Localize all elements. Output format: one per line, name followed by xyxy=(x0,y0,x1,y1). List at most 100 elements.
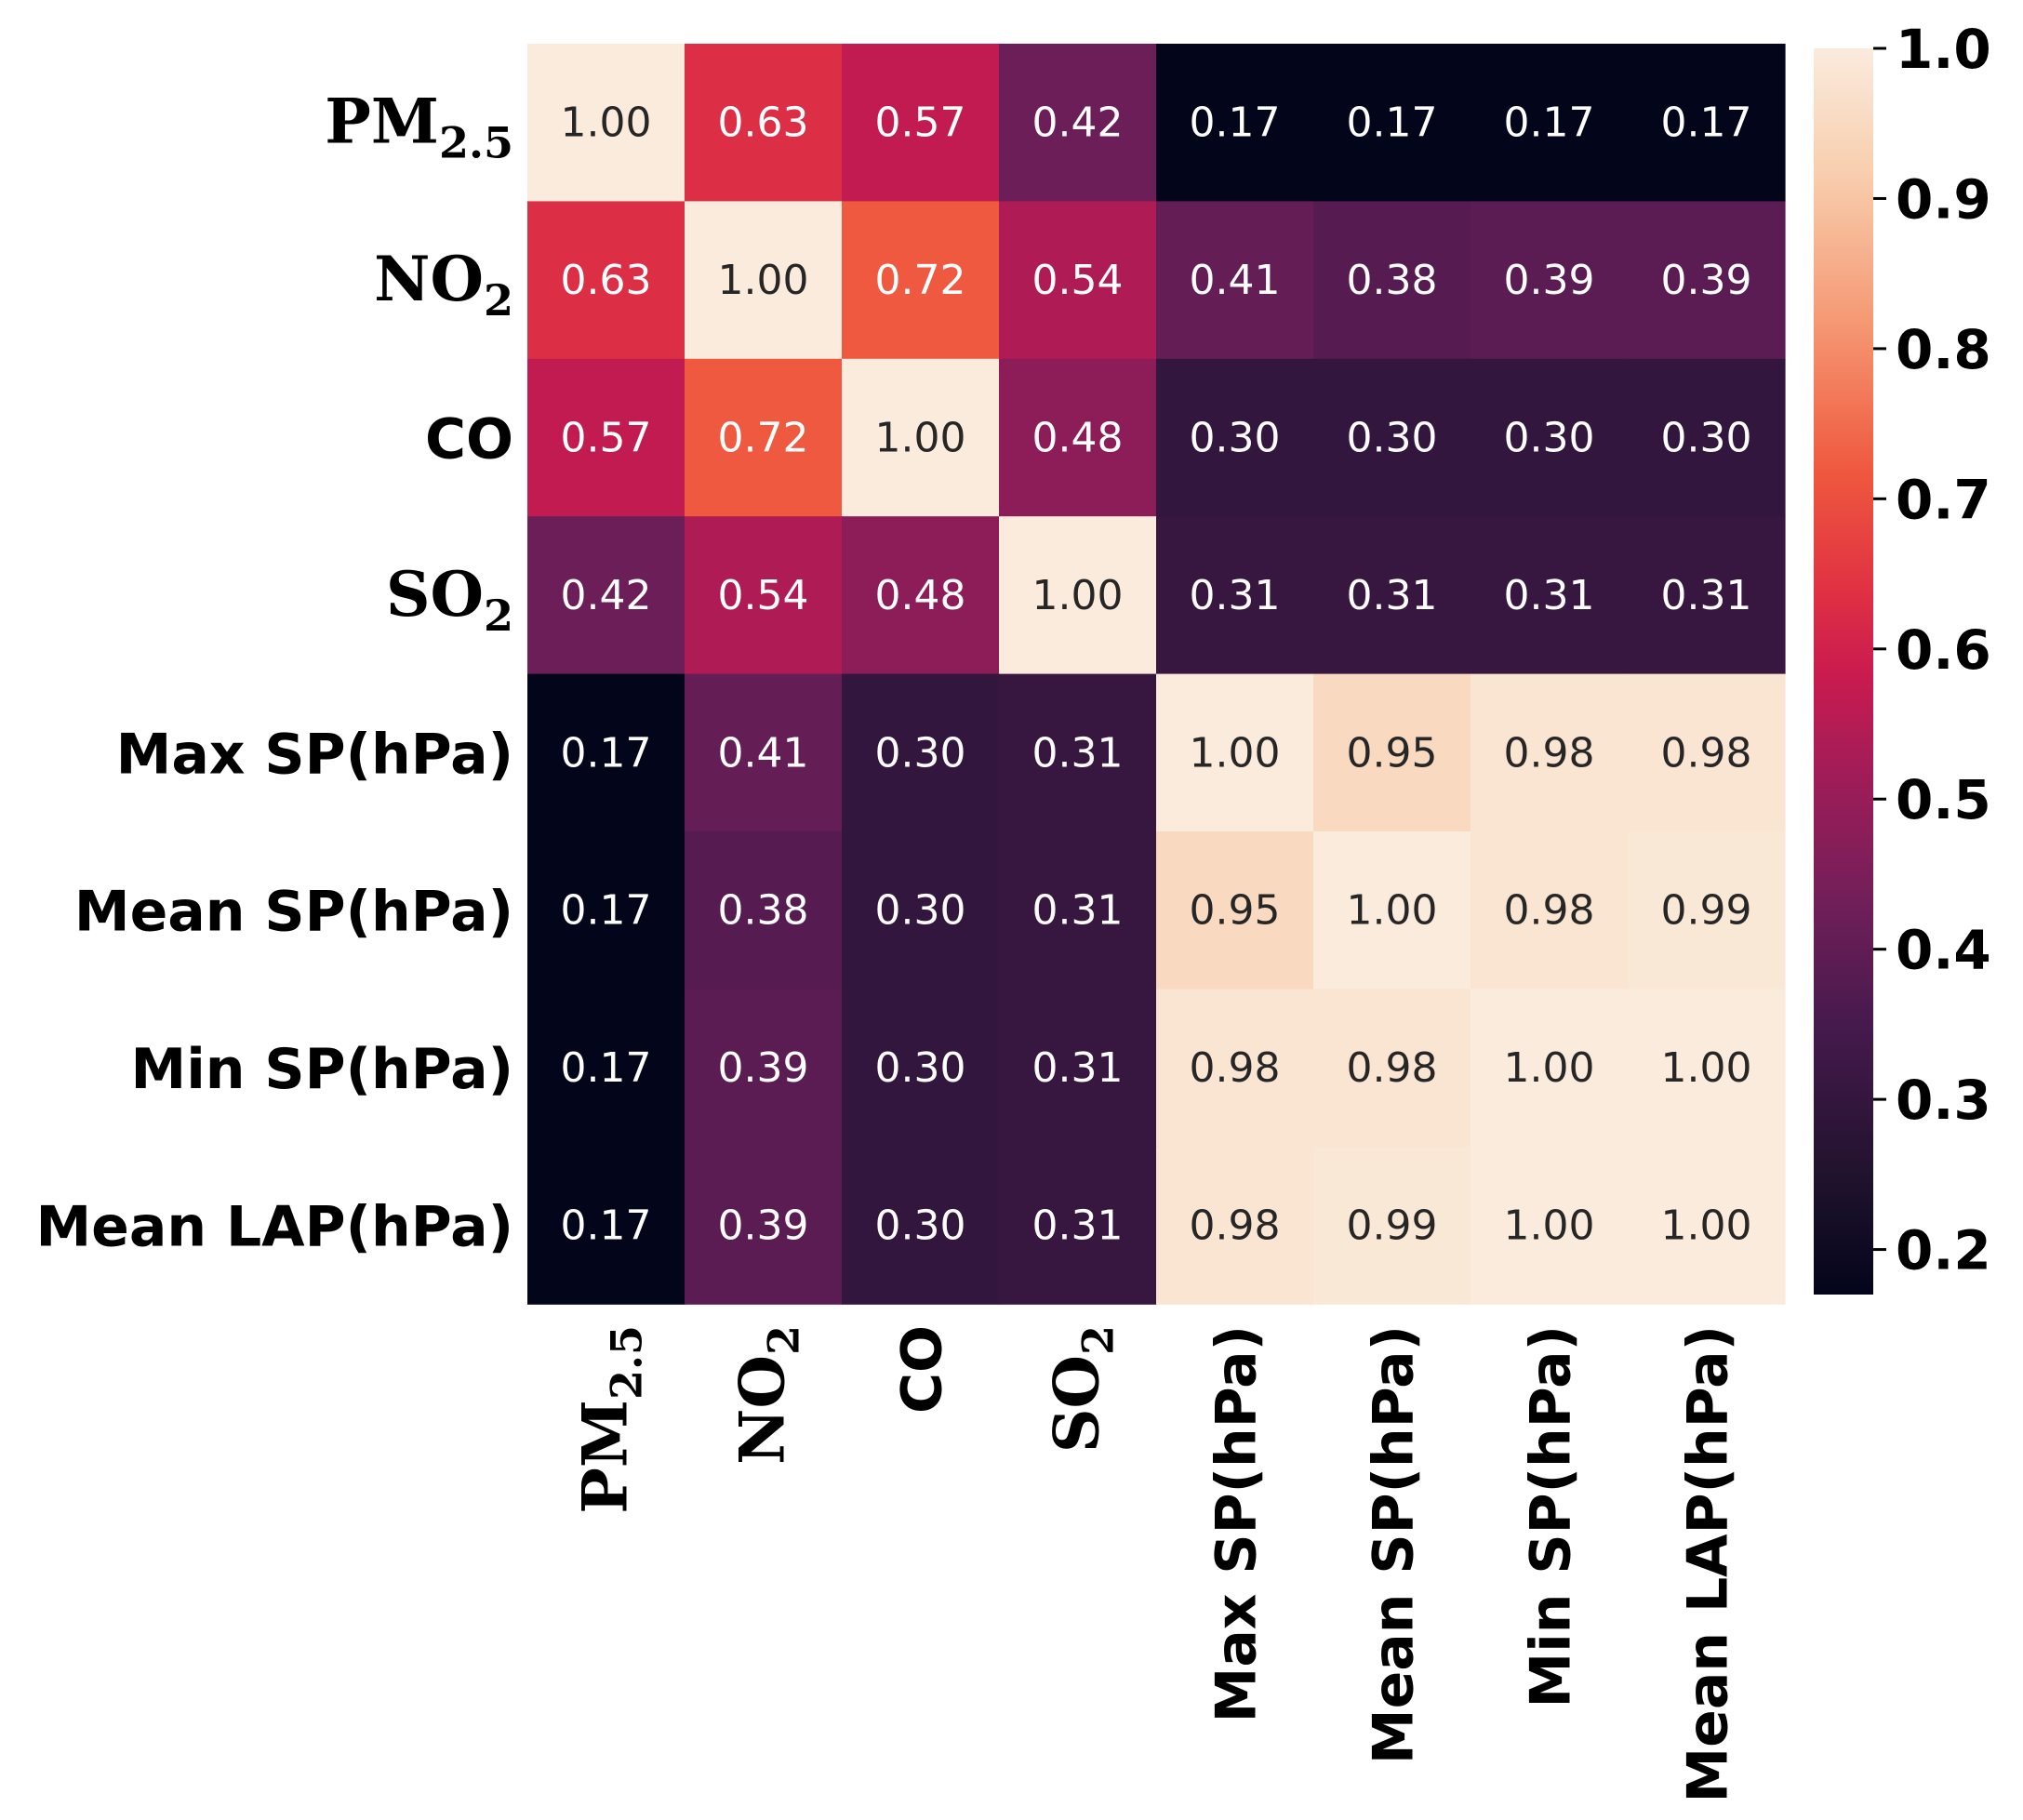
heatmap-cell-r4-c5 xyxy=(1313,673,1471,832)
heatmap-cell-r2-c7 xyxy=(1628,358,1786,517)
cell-value-label: 0.98 xyxy=(1190,1202,1281,1250)
heatmap-cell-r3-c4 xyxy=(1156,516,1314,675)
cell-value-label: 1.00 xyxy=(1504,1202,1595,1250)
cell-value-label: 0.72 xyxy=(875,257,966,304)
cell-value-label: 0.72 xyxy=(718,415,809,462)
heatmap-cell-r6-c1 xyxy=(685,989,843,1148)
heatmap-cell-r7-c2 xyxy=(842,1146,1000,1305)
column-label-no2: NO2 xyxy=(726,1325,809,1465)
heatmap-cell-r4-c6 xyxy=(1471,673,1629,832)
row-label-so2: SO2 xyxy=(386,558,513,641)
cell-value-label: 0.99 xyxy=(1661,887,1752,935)
heatmap-cell-r5-c0 xyxy=(527,831,685,990)
cell-value-label: 0.17 xyxy=(561,1202,652,1250)
heatmap-cell-r1-c7 xyxy=(1628,201,1786,360)
heatmap-cell-r0-c3 xyxy=(999,44,1157,202)
cell-value-label: 0.31 xyxy=(1504,572,1595,619)
heatmap-cell-r7-c1 xyxy=(685,1146,843,1305)
heatmap-cell-r3-c3 xyxy=(999,516,1157,675)
cell-value-label: 0.48 xyxy=(1032,415,1124,462)
heatmap-cell-r3-c7 xyxy=(1628,516,1786,675)
cell-value-label: 0.17 xyxy=(1661,100,1752,147)
row-label-max-sp-hpa: Max SP(hPa) xyxy=(116,722,513,787)
cell-value-label: 0.98 xyxy=(1661,729,1752,777)
cell-value-label: 0.38 xyxy=(1347,257,1438,304)
heatmap-cell-r6-c5 xyxy=(1313,989,1471,1148)
colorbar-tick-label: 0.2 xyxy=(1896,1219,1991,1282)
heatmap-cell-r7-c5 xyxy=(1313,1146,1471,1305)
heatmap-cell-r1-c6 xyxy=(1471,201,1629,360)
row-label-mean-lap-hpa: Mean LAP(hPa) xyxy=(35,1195,513,1260)
heatmap-cell-r3-c0 xyxy=(527,516,685,675)
heatmap-cell-r3-c1 xyxy=(685,516,843,675)
heatmap-cell-r1-c2 xyxy=(842,201,1000,360)
cell-value-label: 0.98 xyxy=(1504,887,1595,935)
heatmap-cell-r2-c0 xyxy=(527,358,685,517)
heatmap-cell-r0-c5 xyxy=(1313,44,1471,202)
heatmap-cell-r2-c5 xyxy=(1313,358,1471,517)
cell-value-label: 0.57 xyxy=(875,100,966,147)
column-label-min-sp-hpa: Min SP(hPa) xyxy=(1519,1325,1584,1707)
heatmap-cell-r0-c7 xyxy=(1628,44,1786,202)
row-label-pm2-5: PM2.5 xyxy=(325,86,513,168)
cell-value-label: 0.48 xyxy=(875,572,966,619)
cell-value-label: 0.38 xyxy=(718,887,809,935)
heatmap-cell-r4-c4 xyxy=(1156,673,1314,832)
cell-value-label: 0.31 xyxy=(1190,572,1281,619)
cell-value-label: 0.57 xyxy=(561,415,652,462)
colorbar-tick-label: 1.0 xyxy=(1896,18,1991,81)
cell-value-label: 0.30 xyxy=(1504,415,1595,462)
heatmap-cell-r3-c2 xyxy=(842,516,1000,675)
heatmap-cells: 1.00 0.63 0.57 0.42 0.17 0.17 0.17 0.17 0.63 1.00… xyxy=(527,44,1786,1305)
colorbar: 0.2 0.3 0.4 0.5 0.6 0.7 0.8 0.9 1.0 xyxy=(1814,18,1991,1295)
column-label-pm2-5: PM2.5 xyxy=(569,1325,652,1514)
colorbar-tick-label: 0.9 xyxy=(1896,167,1991,231)
heatmap-cell-r1-c4 xyxy=(1156,201,1314,360)
cell-value-label: 1.00 xyxy=(1032,572,1124,619)
column-label-mean-lap-hpa: Mean LAP(hPa) xyxy=(1676,1325,1741,1803)
cell-value-label: 1.00 xyxy=(1661,1044,1752,1092)
cell-value-label: 1.00 xyxy=(1190,729,1281,777)
cell-value-label: 0.17 xyxy=(1190,100,1281,147)
column-label-mean-sp-hpa: Mean SP(hPa) xyxy=(1362,1325,1427,1764)
heatmap-cell-r5-c5 xyxy=(1313,831,1471,990)
cell-value-label: 0.95 xyxy=(1190,887,1281,935)
colorbar-gradient xyxy=(1814,48,1873,1295)
cell-value-label: 0.31 xyxy=(1032,1044,1124,1092)
cell-value-label: 0.63 xyxy=(561,257,652,304)
heatmap-cell-r5-c2 xyxy=(842,831,1000,990)
cell-value-label: 0.30 xyxy=(1347,415,1438,462)
row-label-min-sp-hpa: Min SP(hPa) xyxy=(131,1037,513,1102)
column-label-co: CO xyxy=(890,1325,955,1414)
cell-value-label: 0.17 xyxy=(561,729,652,777)
cell-value-label: 0.39 xyxy=(1504,257,1595,304)
heatmap-cell-r2-c2 xyxy=(842,358,1000,517)
heatmap-cell-r0-c0 xyxy=(527,44,685,202)
cell-value-label: 0.39 xyxy=(718,1202,809,1250)
column-label-max-sp-hpa: Max SP(hPa) xyxy=(1204,1325,1270,1722)
heatmap-cell-r6-c6 xyxy=(1471,989,1629,1148)
cell-value-label: 0.42 xyxy=(561,572,652,619)
heatmap-cell-r5-c3 xyxy=(999,831,1157,990)
cell-value-label: 0.98 xyxy=(1504,729,1595,777)
cell-value-label: 0.30 xyxy=(875,887,966,935)
cell-value-label: 0.41 xyxy=(718,729,809,777)
cell-value-label: 0.31 xyxy=(1032,729,1124,777)
colorbar-tick-label: 0.3 xyxy=(1896,1069,1991,1132)
row-labels: PM2.5 NO2 CO SO2 Max SP(hPa) Mean SP(hPa) Min … xyxy=(35,86,513,1260)
cell-value-label: 0.31 xyxy=(1347,572,1438,619)
cell-value-label: 0.39 xyxy=(718,1044,809,1092)
heatmap-cell-r7-c0 xyxy=(527,1146,685,1305)
heatmap-cell-r0-c1 xyxy=(685,44,843,202)
cell-value-label: 1.00 xyxy=(1504,1044,1595,1092)
cell-value-label: 0.30 xyxy=(1190,415,1281,462)
column-label-so2: SO2 xyxy=(1041,1325,1124,1453)
colorbar-tick-label: 0.4 xyxy=(1896,919,1991,982)
cell-value-label: 0.41 xyxy=(1190,257,1281,304)
cell-value-label: 0.17 xyxy=(1347,100,1438,147)
heatmap-cell-r6-c0 xyxy=(527,989,685,1148)
heatmap-cell-r5-c1 xyxy=(685,831,843,990)
heatmap-cell-r1-c1 xyxy=(685,201,843,360)
heatmap-cell-r0-c6 xyxy=(1471,44,1629,202)
